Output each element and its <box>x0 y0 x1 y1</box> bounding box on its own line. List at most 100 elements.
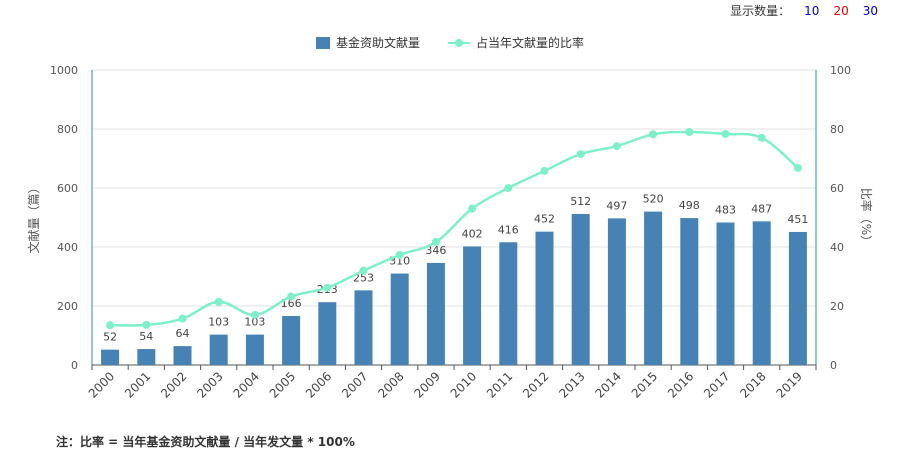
display-count-label: 显示数量： <box>730 4 791 18</box>
bar <box>680 218 699 365</box>
y-tick-label: 600 <box>57 182 78 195</box>
x-tick-label: 2005 <box>267 369 298 400</box>
x-tick-label: 2008 <box>375 369 406 400</box>
bar <box>716 222 735 365</box>
ratio-point <box>287 292 296 301</box>
bar <box>644 211 663 365</box>
bar <box>318 302 337 365</box>
ratio-point <box>359 266 368 275</box>
y-axis-title: 文献量（篇） <box>26 181 41 253</box>
ratio-point <box>395 250 404 259</box>
ratio-point <box>468 204 477 213</box>
y-tick-label: 200 <box>57 300 78 313</box>
footnote: 注：比率 = 当年基金资助文献量 / 当年发文量 * 100% <box>56 435 355 449</box>
x-tick-label: 2010 <box>448 369 479 400</box>
x-tick-label: 2007 <box>339 369 370 400</box>
bar <box>499 242 518 365</box>
ratio-point <box>540 166 549 175</box>
ratio-point <box>142 320 151 329</box>
ratio-point <box>793 163 802 172</box>
ratio-point <box>757 133 766 142</box>
bar <box>463 246 482 365</box>
bar-value-label: 346 <box>425 244 446 257</box>
x-tick-label: 2006 <box>303 369 334 400</box>
bar <box>137 349 156 365</box>
bar-value-label: 512 <box>570 195 591 208</box>
ratio-point <box>178 314 187 323</box>
bar <box>209 334 228 365</box>
bar <box>752 221 771 365</box>
legend-bar-label: 基金资助文献量 <box>335 36 420 50</box>
y-tick-label: 0 <box>71 359 78 372</box>
bar-value-label: 452 <box>534 213 555 226</box>
bar-value-label: 103 <box>208 316 229 329</box>
x-tick-label: 2011 <box>484 369 515 400</box>
ratio-point <box>214 297 223 306</box>
y2-tick-label: 60 <box>830 182 844 195</box>
bar <box>390 273 409 365</box>
chart-legend: 基金资助文献量 占当年文献量的比率 <box>0 34 900 51</box>
y-tick-label: 1000 <box>50 64 78 77</box>
line-swatch-icon <box>448 37 470 49</box>
x-tick-label: 2019 <box>774 369 805 400</box>
bar-value-label: 451 <box>787 213 808 226</box>
bar <box>426 262 445 365</box>
bar-value-label: 253 <box>353 271 374 284</box>
ratio-point <box>431 237 440 246</box>
ratio-point <box>576 150 585 159</box>
bar-value-label: 497 <box>606 199 627 212</box>
ratio-point <box>649 130 658 139</box>
bar <box>571 213 590 365</box>
bar-value-label: 483 <box>715 204 736 217</box>
x-tick-label: 2017 <box>701 369 732 400</box>
y2-tick-label: 80 <box>830 123 844 136</box>
bar <box>354 290 373 365</box>
bar-value-label: 520 <box>643 193 664 206</box>
ratio-point <box>250 310 259 319</box>
x-tick-label: 2018 <box>737 369 768 400</box>
ratio-point <box>504 184 513 192</box>
x-tick-label: 2012 <box>520 369 551 400</box>
ratio-point <box>612 142 621 151</box>
y2-axis-title: 比率（%） <box>859 188 874 247</box>
bar <box>607 218 626 365</box>
x-tick-label: 2013 <box>556 369 587 400</box>
x-tick-label: 2004 <box>231 369 262 400</box>
count-option-20[interactable]: 20 <box>833 3 849 18</box>
count-option-10[interactable]: 10 <box>804 3 820 18</box>
x-tick-label: 2014 <box>593 369 624 400</box>
x-tick-label: 2000 <box>86 369 117 400</box>
bar <box>282 316 301 365</box>
y-tick-label: 800 <box>57 123 78 136</box>
y2-tick-label: 0 <box>830 359 837 372</box>
bar-swatch-icon <box>315 36 330 49</box>
ratio-point <box>323 283 332 292</box>
y2-tick-label: 40 <box>830 241 844 254</box>
legend-item-bar-series[interactable]: 基金资助文献量 <box>315 34 420 51</box>
bar-value-label: 52 <box>103 331 117 344</box>
y-tick-label: 400 <box>57 241 78 254</box>
y2-tick-label: 100 <box>830 64 851 77</box>
bar-value-label: 64 <box>176 327 190 340</box>
bar-value-label: 416 <box>498 223 519 236</box>
ratio-point <box>685 127 694 136</box>
x-tick-label: 2002 <box>158 369 189 400</box>
bar-value-label: 54 <box>139 330 153 343</box>
x-tick-label: 2015 <box>629 369 660 400</box>
bar <box>788 231 807 365</box>
bar-value-label: 487 <box>751 202 772 215</box>
x-tick-label: 2001 <box>122 369 153 400</box>
bar <box>245 334 264 365</box>
bar-value-label: 402 <box>462 227 483 240</box>
bar-value-label: 498 <box>679 199 700 212</box>
count-option-30[interactable]: 30 <box>862 3 878 18</box>
legend-line-label: 占当年文献量的比率 <box>476 36 585 50</box>
ratio-point <box>721 130 730 139</box>
x-tick-label: 2009 <box>412 369 443 400</box>
display-count-selector: 显示数量： 10 20 30 <box>730 2 878 19</box>
y2-tick-label: 20 <box>830 300 844 313</box>
bar-value-label: 103 <box>244 316 265 329</box>
legend-item-line-series[interactable]: 占当年文献量的比率 <box>448 34 584 51</box>
x-tick-label: 2016 <box>665 369 696 400</box>
